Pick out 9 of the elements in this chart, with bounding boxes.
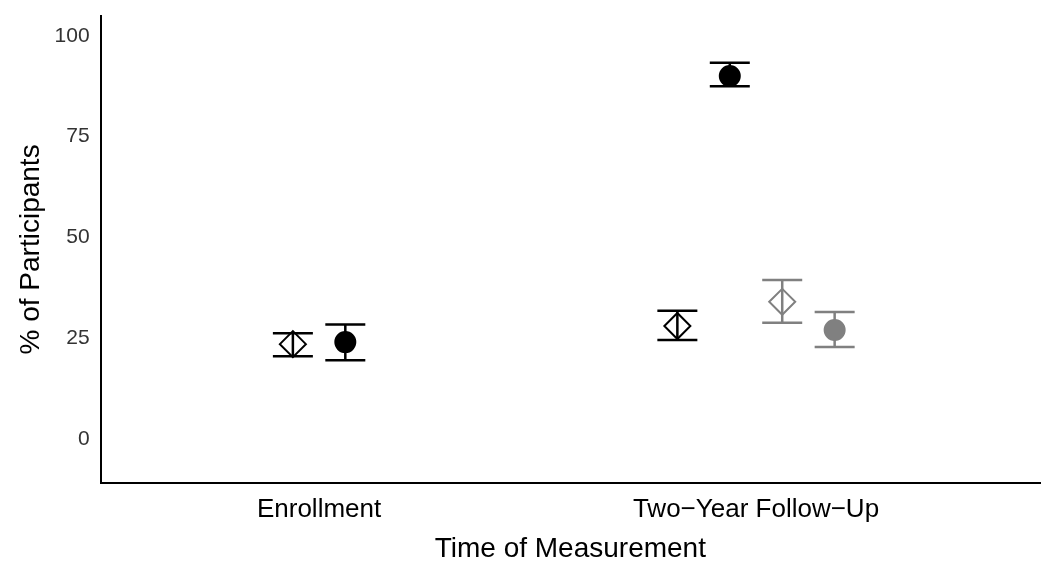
x-axis-title: Time of Measurement [434,531,707,563]
y-tick-label: 50 [66,224,90,248]
x-tick-label: Two−Year Follow−Up [632,492,880,523]
y-tick-label: 0 [77,425,90,449]
y-tick-label: 25 [66,324,90,348]
x-tick-label: Enrollment [256,492,382,523]
y-tick-label: 100 [54,22,90,46]
y-tick-label: 75 [66,123,90,147]
y-axis-title: % of Participants [13,144,45,355]
